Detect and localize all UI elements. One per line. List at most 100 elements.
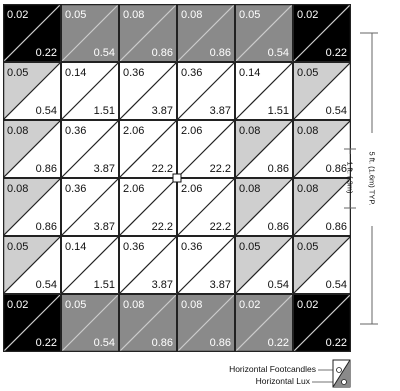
grid-cell: 0.36 3.87 xyxy=(176,235,236,295)
grid-cell: 2.06 22.2 xyxy=(118,119,178,179)
cell-diagonal xyxy=(118,4,178,63)
grid-cell: 0.02 0.22 xyxy=(234,293,294,352)
cell-diagonal xyxy=(176,293,236,352)
cell-diagonal xyxy=(292,235,351,295)
lux-value: 0.86 xyxy=(36,163,57,175)
lux-value: 3.87 xyxy=(210,279,231,291)
footcandle-value: 0.02 xyxy=(297,299,318,311)
lux-value: 0.54 xyxy=(326,105,347,117)
legend-lux-label: Horizontal Lux xyxy=(255,376,310,386)
footcandle-value: 0.14 xyxy=(65,67,86,79)
lux-value: 0.22 xyxy=(326,47,347,59)
cell-border xyxy=(119,120,177,178)
footcandle-value: 0.05 xyxy=(7,67,28,79)
cell-diagonal xyxy=(292,119,351,179)
lux-value: 1.51 xyxy=(94,279,115,291)
cell-diagonal xyxy=(3,61,62,121)
grid-cell: 0.08 0.86 xyxy=(118,293,178,352)
grid-cell: 2.06 22.2 xyxy=(176,177,236,237)
cell-border xyxy=(119,236,177,294)
grid-cell: 2.06 22.2 xyxy=(176,119,236,179)
cell-diagonal xyxy=(118,293,178,352)
footcandle-value: 0.05 xyxy=(239,241,260,253)
legend-key-diagonal xyxy=(332,359,351,388)
cell-diagonal xyxy=(3,119,62,179)
grid-cell: 0.08 0.86 xyxy=(176,293,236,352)
lux-value: 3.87 xyxy=(94,221,115,233)
cell-diagonal xyxy=(176,235,236,295)
cell-diagonal xyxy=(292,4,351,63)
footcandle-value: 0.36 xyxy=(181,67,202,79)
cell-diagonal xyxy=(176,61,236,121)
cell-border xyxy=(177,236,235,294)
cell-diagonal xyxy=(118,61,178,121)
legend-lux-marker xyxy=(341,379,347,385)
lux-value: 22.2 xyxy=(152,163,173,175)
cell-border xyxy=(61,236,119,294)
outer-dimension-label: 5 ft. (1.6m) TYP. xyxy=(367,151,377,206)
grid-cell: 0.14 1.51 xyxy=(60,235,120,295)
lux-value: 0.86 xyxy=(326,163,347,175)
footcandle-value: 0.05 xyxy=(7,241,28,253)
cell-border xyxy=(235,178,293,236)
footcandle-value: 0.08 xyxy=(181,299,202,311)
cell-border xyxy=(61,178,119,236)
footcandle-value: 0.05 xyxy=(297,241,318,253)
lux-value: 0.22 xyxy=(326,337,347,349)
grid-cell: 0.02 0.22 xyxy=(292,293,351,352)
grid-cell: 0.08 0.86 xyxy=(234,119,294,179)
cell-diagonal xyxy=(60,61,120,121)
grid-cell: 0.05 0.54 xyxy=(3,235,62,295)
lux-value: 0.86 xyxy=(36,221,57,233)
cell-border xyxy=(61,120,119,178)
lux-value: 0.54 xyxy=(36,105,57,117)
cell-border xyxy=(235,236,293,294)
grid-cell: 0.08 0.86 xyxy=(292,177,351,237)
grid-cell: 0.02 0.22 xyxy=(292,4,351,63)
cell-diagonal xyxy=(60,119,120,179)
lux-value: 22.2 xyxy=(210,163,231,175)
cell-diagonal xyxy=(234,119,294,179)
cell-diagonal xyxy=(3,293,62,352)
cell-diagonal xyxy=(234,235,294,295)
grid-cell: 2.06 22.2 xyxy=(118,177,178,237)
footcandle-value: 0.05 xyxy=(297,67,318,79)
cell-diagonal xyxy=(118,177,178,237)
grid-cell: 0.36 3.87 xyxy=(60,177,120,237)
grid-outer-border xyxy=(3,4,351,352)
footcandle-value: 0.36 xyxy=(181,241,202,253)
cell-diagonal xyxy=(176,177,236,237)
grid-cell: 0.05 0.54 xyxy=(292,61,351,121)
cell-border xyxy=(177,120,235,178)
footcandle-value: 0.36 xyxy=(123,241,144,253)
footcandle-value: 0.05 xyxy=(65,9,86,21)
grid-cell: 0.14 1.51 xyxy=(234,61,294,121)
footcandle-value: 0.08 xyxy=(123,9,144,21)
grid-cell: 0.08 0.86 xyxy=(3,177,62,237)
cell-border xyxy=(235,120,293,178)
cell-diagonal xyxy=(3,4,62,63)
footcandle-value: 0.02 xyxy=(239,299,260,311)
cell-border xyxy=(177,62,235,120)
lux-value: 0.86 xyxy=(152,337,173,349)
cell-diagonal xyxy=(176,119,236,179)
footcandle-value: 0.02 xyxy=(297,9,318,21)
cell-border xyxy=(61,62,119,120)
grid-cell: 0.02 0.22 xyxy=(3,4,62,63)
grid-cell: 0.05 0.54 xyxy=(60,293,120,352)
grid-cell: 0.08 0.86 xyxy=(292,119,351,179)
grid-cell: 0.08 0.86 xyxy=(176,4,236,63)
lux-value: 0.54 xyxy=(94,337,115,349)
cell-diagonal xyxy=(60,177,120,237)
grid-cell: 0.36 3.87 xyxy=(60,119,120,179)
legend-key-shade xyxy=(333,360,350,387)
lux-value: 1.51 xyxy=(94,105,115,117)
grid-cell: 0.08 0.86 xyxy=(234,177,294,237)
cell-diagonal xyxy=(234,4,294,63)
lux-value: 0.54 xyxy=(268,279,289,291)
lux-value: 0.86 xyxy=(268,163,289,175)
cell-diagonal xyxy=(176,4,236,63)
grid-cell: 0.05 0.54 xyxy=(292,235,351,295)
lux-value: 3.87 xyxy=(94,163,115,175)
footcandle-value: 2.06 xyxy=(181,125,202,137)
